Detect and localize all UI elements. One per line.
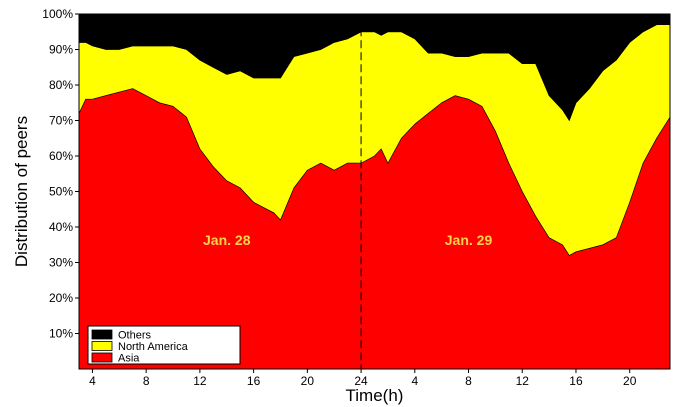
legend-label: Asia: [118, 353, 140, 365]
legend-swatch: [91, 341, 113, 351]
legend-swatch: [91, 329, 113, 340]
y-tick-label: 40%: [49, 220, 73, 234]
x-tick-label: 20: [623, 374, 637, 388]
y-tick-label: 80%: [49, 78, 73, 92]
x-tick-label: 12: [516, 374, 530, 388]
x-tick-label: 16: [247, 374, 261, 388]
y-tick-label: 10%: [49, 327, 73, 341]
legend-swatch: [91, 352, 113, 363]
x-tick-label: 12: [193, 374, 207, 388]
y-axis: 10% 20% 30% 40% 50% 60% 70% 80% 90% 100%: [42, 7, 79, 341]
x-tick-label: 20: [301, 374, 315, 388]
legend-box: [87, 325, 241, 365]
x-tick-label: 4: [411, 374, 418, 388]
x-tick-label: 24: [354, 374, 368, 388]
day-annotation: Jan. 29: [445, 232, 493, 248]
y-tick-label: 20%: [49, 291, 73, 305]
x-tick-label: 16: [569, 374, 583, 388]
y-axis-title: Distribution of peers: [12, 116, 31, 267]
y-tick-label: 90%: [49, 43, 73, 57]
y-tick-label: 30%: [49, 256, 73, 270]
legend-label: North America: [118, 341, 189, 353]
day-annotations: Jan. 28 Jan. 29: [203, 232, 492, 248]
x-tick-label: 8: [143, 374, 150, 388]
area-layers: [78, 13, 671, 370]
legend-label: Others: [118, 330, 152, 342]
day-annotation: Jan. 28: [203, 232, 251, 248]
x-tick-label: 8: [465, 374, 472, 388]
x-axis-title: Time(h): [346, 386, 404, 405]
x-tick-label: 4: [89, 374, 96, 388]
y-tick-label: 50%: [49, 185, 73, 199]
x-axis: 4 8 12 16 20 24 4 8 12 16 20: [89, 369, 637, 388]
y-tick-label: 70%: [49, 114, 73, 128]
y-tick-label: 60%: [49, 149, 73, 163]
y-tick-label: 100%: [42, 7, 73, 21]
